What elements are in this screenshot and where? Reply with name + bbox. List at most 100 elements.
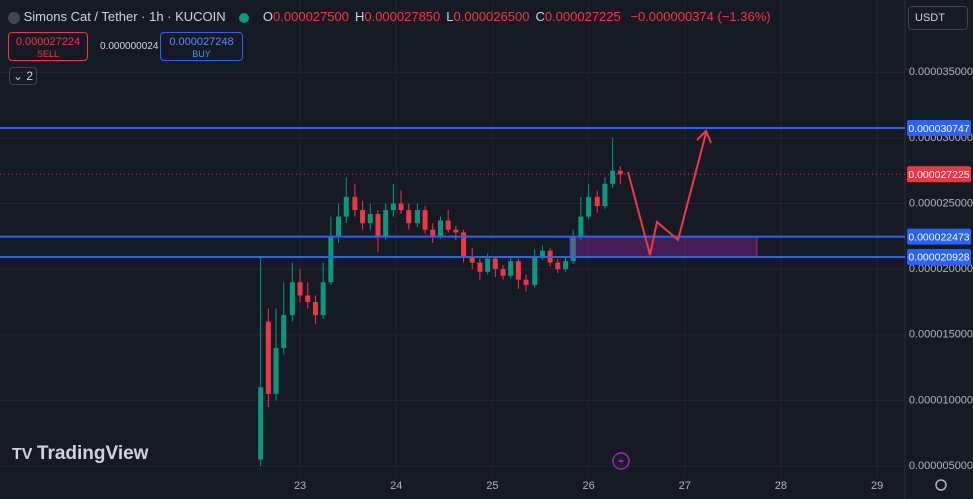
- candle-body: [343, 196, 349, 217]
- settings-icon[interactable]: [935, 479, 947, 491]
- candle-body: [570, 236, 576, 262]
- price-label: 0.000030747: [908, 123, 969, 135]
- price-label: 0.000022473: [908, 231, 969, 243]
- y-tick-label: 0.0000350000: [909, 66, 973, 78]
- candle-body: [508, 261, 514, 276]
- price-label-bg: [907, 120, 971, 137]
- sell-button[interactable]: 0.000027224 SELL: [8, 32, 88, 61]
- ohlc: O0.000027500 H0.000027850 L0.000026500 C0.0…: [263, 9, 627, 24]
- legend-row: Simons Cat / Tether · 1h · KUCOIN O0.000…: [8, 9, 771, 24]
- y-tick-label: 0.0000250000: [909, 197, 973, 209]
- brand-logo: TV TradingView: [12, 443, 149, 464]
- indicators-toggle[interactable]: ⌄ 2: [9, 67, 37, 85]
- x-tick-label: 23: [294, 480, 306, 492]
- ohlc-key: H: [354, 9, 365, 24]
- candle-body: [312, 301, 318, 316]
- candle-body: [273, 347, 279, 394]
- candle-body: [485, 258, 491, 272]
- candle-body: [617, 170, 623, 175]
- ohlc-value: 0.000027850: [364, 9, 441, 24]
- candle-body: [383, 210, 389, 237]
- x-tick-label: 27: [679, 480, 691, 492]
- buy-button[interactable]: 0.000027248 BUY: [160, 32, 243, 61]
- indicators-count: 2: [26, 69, 34, 83]
- candle-body: [367, 213, 373, 224]
- symbol-title[interactable]: Simons Cat / Tether · 1h · KUCOIN: [23, 9, 226, 24]
- candle-body: [328, 236, 334, 283]
- candle-body: [515, 261, 521, 280]
- candle-body: [477, 262, 483, 272]
- candle-body: [281, 315, 287, 348]
- candle-body: [492, 258, 498, 270]
- candle-body: [610, 170, 616, 184]
- buy-price: 0.000027248: [169, 36, 234, 48]
- candle-body: [258, 387, 264, 460]
- currency-select[interactable]: USDT: [908, 6, 968, 30]
- candle-body: [445, 220, 451, 230]
- candle-body: [539, 250, 545, 257]
- candle-body: [422, 210, 428, 230]
- y-tick-label: 0.0000150000: [909, 329, 973, 341]
- candle-body: [398, 203, 404, 211]
- candle-body: [430, 229, 436, 237]
- candle-body: [352, 196, 358, 211]
- ohlc-value: 0.000027225: [544, 9, 621, 24]
- ohlc-key: L: [446, 9, 454, 24]
- event-icon[interactable]: [612, 452, 630, 470]
- candle-body: [320, 282, 326, 316]
- y-tick-label: 0.0000050000: [909, 460, 973, 472]
- ohlc-value: 0.000027500: [273, 9, 349, 24]
- candle-body: [563, 261, 569, 270]
- candle-body: [532, 256, 538, 285]
- candle-body: [265, 321, 271, 394]
- zone: [569, 236, 758, 258]
- brand: TradingView: [36, 443, 149, 464]
- drawings: 0.000030747 0.000027225 0.000022473 0.00002…: [0, 120, 971, 265]
- candle-body: [594, 196, 600, 207]
- candle-body: [305, 295, 311, 302]
- price-label-bg: [907, 248, 971, 265]
- ohlc-key: C: [535, 9, 545, 24]
- candle-body: [360, 210, 366, 224]
- candle-body: [406, 210, 412, 224]
- ohlc-value: 0.000026500: [453, 9, 530, 24]
- candle-body: [555, 262, 561, 270]
- spread: 0.000000024: [100, 41, 159, 52]
- candle-body: [414, 210, 420, 224]
- market-status: [239, 12, 250, 23]
- event-bolt: [618, 455, 624, 467]
- candle-body: [336, 216, 342, 237]
- candle-body: [461, 232, 467, 257]
- candle-body: [578, 216, 584, 237]
- change: −0.000000374 (−1.36%): [630, 9, 771, 24]
- candle-body: [469, 256, 475, 263]
- x-tick-label: 24: [390, 480, 402, 492]
- price-label: 0.000020928: [908, 252, 969, 264]
- y-tick-label: 0.0000200000: [909, 263, 973, 275]
- arrow-head: [696, 129, 712, 144]
- x-tick-label: 25: [486, 480, 498, 492]
- x-tick-label: 28: [775, 480, 787, 492]
- price-label-bg: [907, 166, 971, 183]
- x-tick-label: 26: [582, 480, 594, 492]
- candle-body: [523, 279, 529, 285]
- candle-body: [602, 183, 608, 207]
- price-label: 0.000027225: [908, 169, 969, 181]
- sell-price: 0.000027224: [15, 36, 81, 48]
- candle-body: [289, 282, 295, 316]
- candle-body: [586, 196, 592, 217]
- price-label-bg: [907, 228, 971, 245]
- forecast-arrow: [627, 132, 707, 256]
- sell-label: SELL: [36, 49, 60, 59]
- candle-body: [375, 213, 381, 237]
- buy-label: BUY: [192, 49, 211, 59]
- ohlc-key: O: [262, 9, 274, 24]
- x-tick-label: 29: [871, 480, 883, 492]
- candle-body: [437, 220, 443, 237]
- y-tick-label: 0.0000100000: [909, 394, 973, 406]
- candle-body: [390, 203, 396, 211]
- candle-body: [500, 269, 506, 276]
- candle-body: [453, 229, 459, 233]
